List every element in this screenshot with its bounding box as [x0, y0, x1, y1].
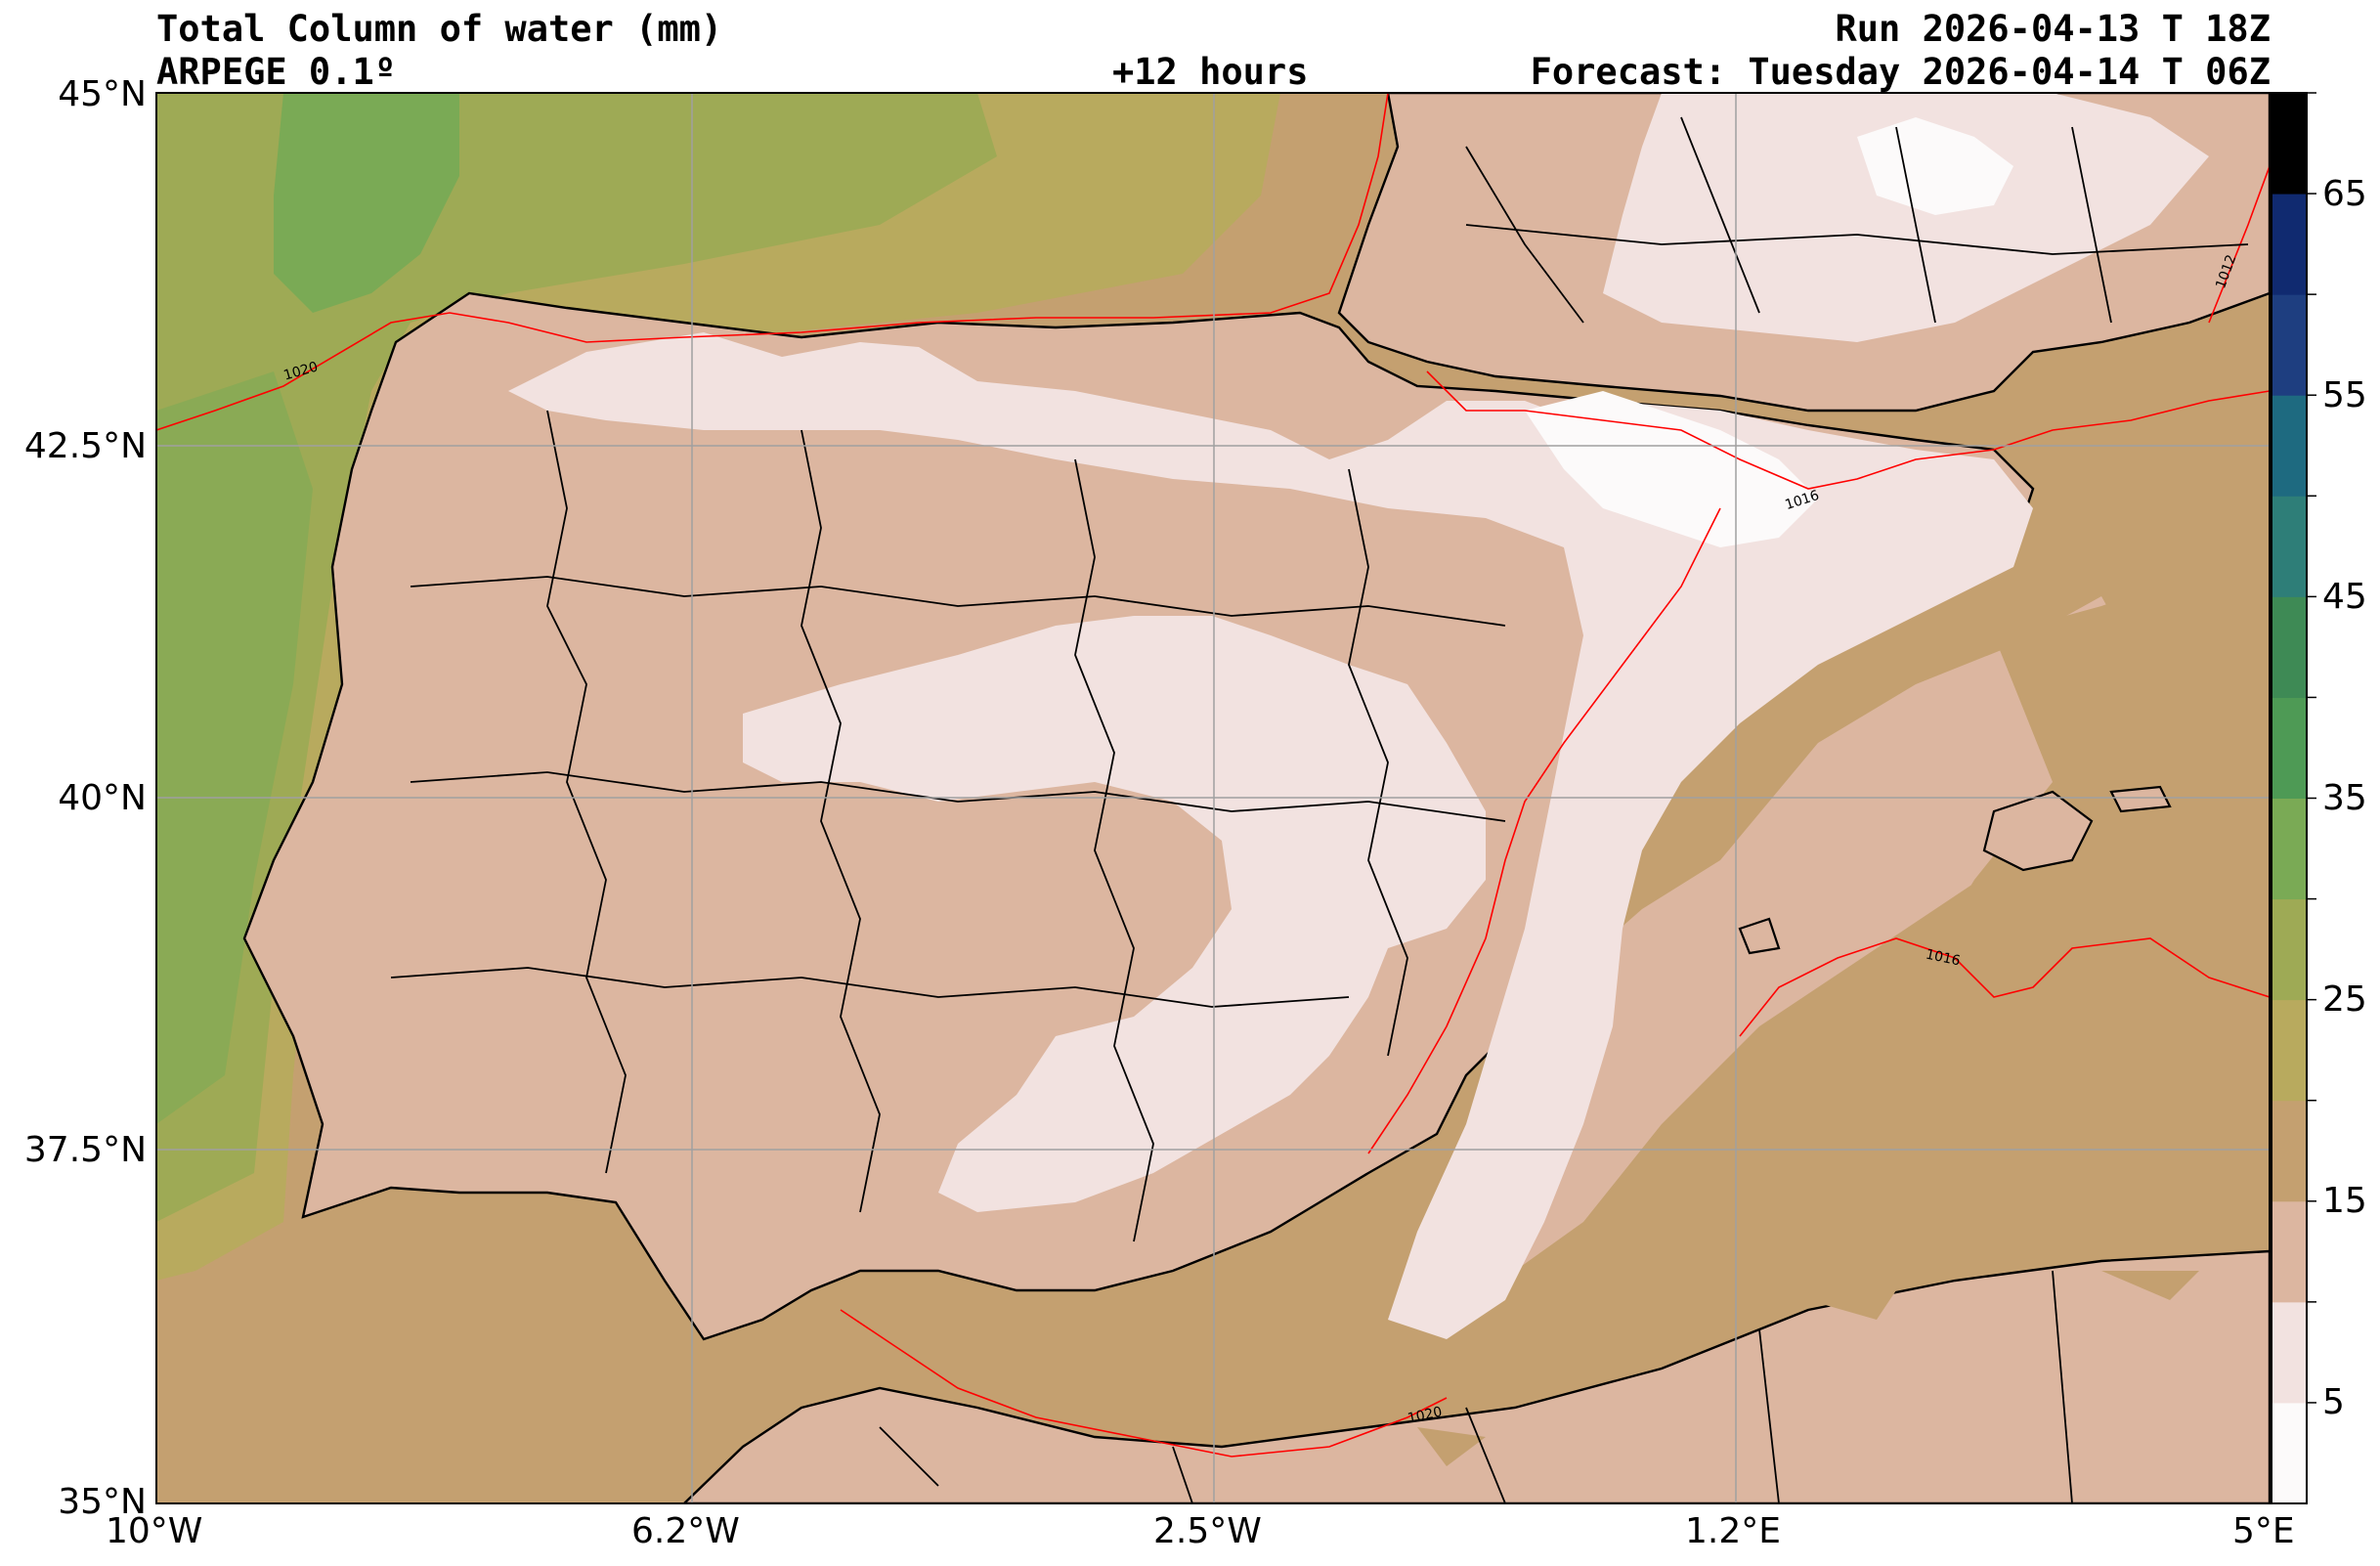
- isobar-1016-balearic: [1739, 937, 2270, 1037]
- colorbar-segment: [2272, 1402, 2307, 1504]
- colorbar-segment: [2272, 496, 2307, 597]
- mallorca-island: [1982, 790, 2094, 872]
- lat-label-35: 35°N: [58, 1482, 147, 1522]
- lon-label-6-2w: 6.2°W: [631, 1511, 740, 1551]
- lat-label-40: 40°N: [58, 778, 147, 818]
- isobar-1016-north: [1426, 370, 2270, 490]
- lon-label-2-5w: 2.5°W: [1153, 1511, 1262, 1551]
- map-frame: [155, 92, 2271, 1504]
- colorbar-segment: [2272, 697, 2307, 799]
- colorbar-segment: [2272, 93, 2307, 195]
- forecast-time: Forecast: Tuesday 2026-04-14 T 06Z: [1530, 51, 2271, 93]
- lat-label-37-5: 37.5°N: [23, 1130, 147, 1170]
- colorbar-segment: [2272, 898, 2307, 1001]
- moisture-minimum: [1525, 391, 1818, 547]
- colorbar-segment: [2272, 999, 2307, 1102]
- lon-label-10w: 10°W: [106, 1511, 203, 1551]
- lat-label-42-5: 42.5°N: [23, 426, 147, 466]
- atlantic-deepgreen-field: [274, 93, 459, 313]
- isobar-1020-south: [840, 1309, 1448, 1457]
- isobar-1012: [2208, 165, 2270, 324]
- moisture-low-central: [743, 616, 1486, 1212]
- moisture-minimum-2: [1857, 117, 2013, 215]
- graticule: [156, 93, 2270, 1503]
- colorbar: [2272, 92, 2316, 1504]
- province-borders: [390, 116, 2249, 1503]
- colorbar-label-35: 35: [2322, 778, 2367, 818]
- colorbar-segment: [2272, 194, 2307, 295]
- isobar-1020-north: [156, 93, 1389, 431]
- colorbar-label-45: 45: [2322, 577, 2367, 617]
- model-label: ARPEGE 0.1º: [156, 51, 397, 93]
- lead-time: +12 hours: [1112, 51, 1309, 93]
- mediterranean-field: [1447, 596, 2150, 1320]
- lon-label-5e: 5°E: [2232, 1511, 2295, 1551]
- colorbar-segment: [2272, 1200, 2307, 1303]
- colorbar-segment: [2272, 798, 2307, 900]
- ibiza-island: [1738, 917, 1781, 955]
- moisture-low-france: [1603, 93, 2209, 342]
- lat-label-45: 45°N: [58, 74, 147, 114]
- map-title: Total Column of water (mm): [156, 8, 723, 50]
- colorbar-label-5: 5: [2322, 1382, 2345, 1422]
- isobar-1016-east: [1367, 507, 1721, 1154]
- colorbar-frame: [2271, 92, 2308, 1504]
- menorca-island: [2109, 785, 2172, 813]
- atlantic-darkgreen-field: [156, 93, 997, 1222]
- colorbar-segment: [2272, 596, 2307, 698]
- colorbar-label-65: 65: [2322, 174, 2367, 214]
- colorbar-segment: [2272, 294, 2307, 396]
- colorbar-label-25: 25: [2322, 979, 2367, 1020]
- colorbar-segment: [2272, 1100, 2307, 1202]
- colorbar-label-15: 15: [2322, 1181, 2367, 1221]
- colorbar-label-55: 55: [2322, 375, 2367, 415]
- isobars: [156, 93, 2270, 1457]
- colorbar-segment: [2272, 395, 2307, 497]
- coastal-green-strip: [156, 371, 313, 1124]
- med-tan-field: [1916, 547, 2270, 1173]
- colorbar-segment: [2272, 1301, 2307, 1404]
- moisture-low-north: [508, 332, 1681, 547]
- lon-label-1-2e: 1.2°E: [1685, 1511, 1781, 1551]
- moisture-low-east: [1388, 401, 2033, 1339]
- run-time: Run 2026-04-13 T 18Z: [1835, 8, 2271, 50]
